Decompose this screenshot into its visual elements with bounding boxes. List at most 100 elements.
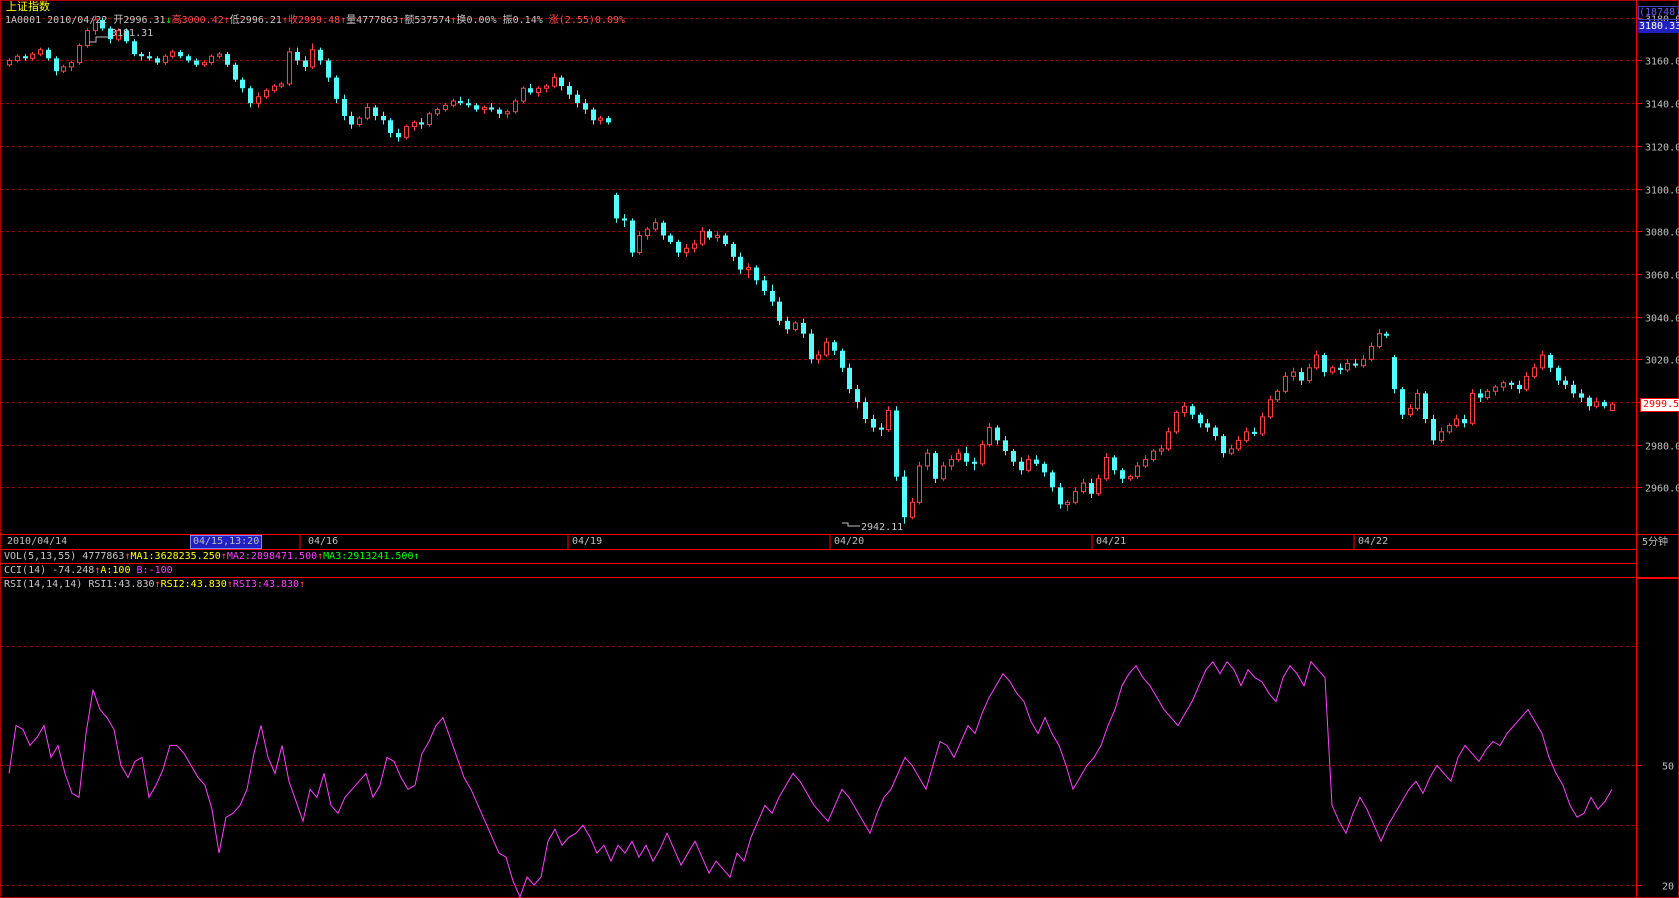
candle-body-down xyxy=(489,107,494,110)
price-grid xyxy=(0,18,1636,488)
candle-body-down xyxy=(1478,393,1483,398)
candle-body-up xyxy=(1229,448,1234,454)
cursor-date-label[interactable]: 04/15,13:20 xyxy=(190,535,263,549)
candle-body-down xyxy=(23,56,28,59)
candle xyxy=(202,60,207,67)
candle-body-up xyxy=(1151,450,1156,461)
candle xyxy=(738,252,743,274)
date-axis xyxy=(299,535,1355,549)
candle xyxy=(155,56,160,65)
candle-body-up xyxy=(1377,333,1382,347)
candle-body-up xyxy=(513,100,518,113)
candle xyxy=(186,54,191,63)
candle xyxy=(809,329,814,364)
price-tick-label: 3160.00 xyxy=(1645,57,1679,68)
candle-body-up xyxy=(1493,386,1498,392)
candle xyxy=(793,320,798,332)
candle-body-up xyxy=(93,19,98,32)
candle-body-up xyxy=(217,53,222,57)
candle-body-down xyxy=(225,54,230,65)
close-price: 收2999.48 xyxy=(287,15,341,26)
open-arrow-icon: ↓ xyxy=(165,15,172,26)
candle-body-down xyxy=(1050,472,1055,488)
candle xyxy=(1034,455,1039,466)
rsi2-arrow-icon: ↑ xyxy=(226,579,233,590)
candle-body-up xyxy=(637,234,642,254)
candle-body-up xyxy=(69,62,74,68)
candle-body-down xyxy=(147,56,152,59)
candle xyxy=(1423,391,1428,424)
price-tick-label: 3040.00 xyxy=(1645,314,1679,325)
candle xyxy=(93,15,98,35)
candle-body-down xyxy=(567,86,572,95)
candle-body-down xyxy=(1198,414,1203,424)
candle xyxy=(1058,483,1063,509)
candle xyxy=(1042,461,1047,477)
candle-body-up xyxy=(824,341,829,356)
candle xyxy=(342,94,347,121)
candle xyxy=(147,51,152,61)
amount-arrow-icon: ↑ xyxy=(450,15,457,26)
open-price: 开2996.31 xyxy=(113,15,166,26)
candle-body-down xyxy=(528,88,533,93)
candle xyxy=(279,81,284,89)
candle xyxy=(466,98,471,108)
candle xyxy=(412,120,417,131)
candle-body-up xyxy=(1128,476,1133,480)
candle-body-up xyxy=(38,49,43,55)
candle-body-up xyxy=(1314,354,1319,369)
candle xyxy=(264,88,269,99)
candle xyxy=(1431,414,1436,445)
candle xyxy=(1314,350,1319,370)
candle-body-down xyxy=(1548,355,1553,368)
candle xyxy=(1501,380,1506,392)
candle-body-down xyxy=(474,105,479,110)
candle xyxy=(1143,455,1148,469)
candle-body-down xyxy=(1353,363,1358,366)
candle-body-down xyxy=(1221,436,1226,454)
candle-body-up xyxy=(30,53,35,59)
period-selector[interactable]: 5分钟 xyxy=(1642,537,1669,548)
candle-body-up xyxy=(272,85,277,91)
candle-body-up xyxy=(956,452,961,461)
candle-body-up xyxy=(1447,424,1452,433)
candle-body-down xyxy=(1571,384,1576,394)
candle-body-up xyxy=(987,427,992,446)
candle-body-down xyxy=(630,220,635,253)
candle xyxy=(1470,389,1475,426)
candle-body-up xyxy=(287,51,292,85)
rsi-name: RSI(14,14,14) xyxy=(4,579,83,590)
candle-body-down xyxy=(1509,382,1514,385)
rsi-indicator-bar[interactable]: RSI(14,14,14) RSI1:43.830↑RSI2:43.830↑RS… xyxy=(4,579,305,591)
candle xyxy=(1563,376,1568,390)
candle-body-down xyxy=(1011,451,1016,462)
candle-body-up xyxy=(1415,392,1420,409)
candle xyxy=(676,239,681,257)
candle-body-up xyxy=(1268,399,1273,418)
candle-body-up xyxy=(700,230,705,245)
candle xyxy=(303,56,308,72)
candle xyxy=(777,297,782,326)
candle-body-up xyxy=(1454,418,1459,426)
candle xyxy=(1610,401,1615,411)
candle-body-down xyxy=(1034,459,1039,464)
candle-body-up xyxy=(1244,431,1249,441)
candle xyxy=(1408,404,1413,417)
candle xyxy=(124,28,129,44)
candle-body-down xyxy=(707,231,712,238)
vol-indicator-bar[interactable]: VOL(5,13,55) 4777863↑MA1:3628235.250↑MA2… xyxy=(4,551,420,563)
candle-body-up xyxy=(279,83,284,87)
candle xyxy=(1415,389,1420,411)
candle-body-up xyxy=(435,109,440,115)
candle xyxy=(100,17,105,31)
candle-body-down xyxy=(840,350,845,368)
candle xyxy=(451,98,456,108)
candle xyxy=(521,86,526,104)
candle xyxy=(287,47,292,87)
candle xyxy=(349,111,354,129)
cci-indicator-bar[interactable]: CCI(14) -74.248↑A:100 B:-100 xyxy=(4,565,173,577)
candle xyxy=(863,397,868,424)
candle xyxy=(1081,478,1086,494)
rsi-tick-label: 50 xyxy=(1662,762,1674,773)
